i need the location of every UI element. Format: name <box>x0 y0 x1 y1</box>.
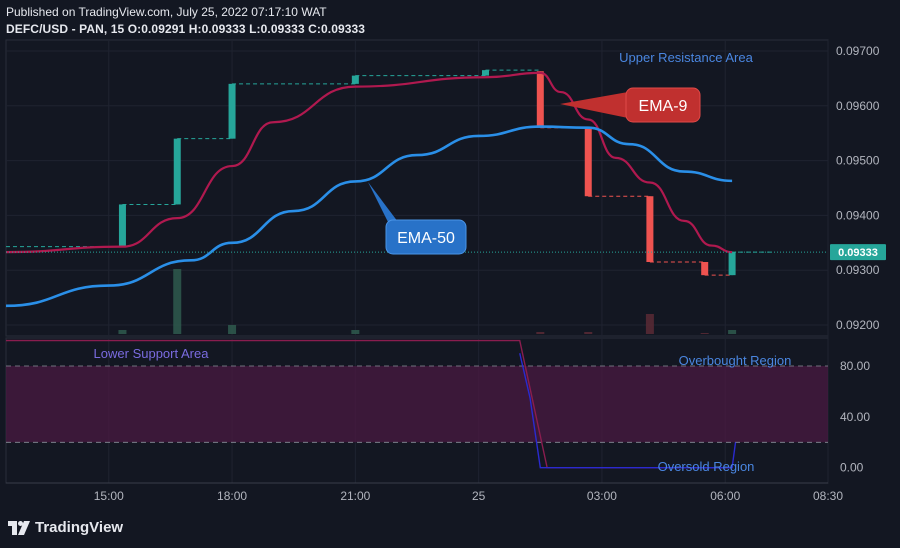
last-price-label: 0.09333 <box>838 247 878 259</box>
x-tick-label: 06:00 <box>710 489 740 503</box>
x-tick-label: 03:00 <box>587 489 617 503</box>
volume-bar <box>118 330 127 334</box>
candle-body <box>728 252 736 276</box>
tradingview-wordmark: TradingView <box>35 519 124 536</box>
y-tick-label: 0.09700 <box>836 44 880 58</box>
candle-body <box>351 75 359 84</box>
x-tick-label: 18:00 <box>217 489 247 503</box>
ema9-callout-label: EMA-9 <box>639 98 688 115</box>
y-tick-label: 0.09200 <box>836 318 880 332</box>
ema50-callout <box>385 219 467 255</box>
lower-support-label: Lower Support Area <box>94 346 210 361</box>
y-tick-label: 0.09400 <box>836 208 880 222</box>
rsi-lines <box>6 339 737 469</box>
volume-bar <box>351 330 360 334</box>
symbol-ohlc-line: DEFC/USD - PAN, 15 O:0.09291 H:0.09333 L… <box>6 22 366 36</box>
ema50-callout-pointer <box>368 182 398 222</box>
tradingview-logo-icon <box>8 520 30 535</box>
rsi-tick-label: 80.00 <box>840 359 870 373</box>
ema-lines <box>5 71 733 308</box>
last-price-badge <box>830 244 886 261</box>
ema9-line <box>5 71 733 254</box>
rsi-band <box>6 365 828 443</box>
axes: 15:00 18:00 21:00 25 03:00 06:00 08:30 0.09700 0… <box>6 44 880 503</box>
candle-body <box>646 196 654 262</box>
volume-bar <box>728 330 737 334</box>
overbought-label: Overbought Region <box>679 353 792 368</box>
y-tick-label: 0.09300 <box>836 263 880 277</box>
candle-body <box>536 71 544 128</box>
rsi-tick-label: 0.00 <box>840 461 864 475</box>
candle-body <box>173 138 181 205</box>
rsi-signal-line <box>519 353 737 469</box>
volume-bar <box>228 325 237 334</box>
volume-bar <box>700 333 709 334</box>
oversold-label: Oversold Region <box>658 459 755 474</box>
x-tick-label: 15:00 <box>94 489 124 503</box>
y-tick-label: 0.09600 <box>836 99 880 113</box>
price-pane-frame <box>5 39 829 337</box>
volume-bar <box>173 269 182 334</box>
volume-bar <box>536 332 545 334</box>
volume-bar <box>645 314 654 334</box>
upper-resistance-label: Upper Resistance Area <box>619 50 753 65</box>
volume-bar <box>584 332 593 334</box>
candle-body <box>584 127 592 197</box>
x-tick-label: 08:30 <box>813 489 843 503</box>
tradingview-brand[interactable]: TradingView <box>8 519 123 536</box>
volume-bars <box>118 269 737 334</box>
x-tick-label: 21:00 <box>340 489 370 503</box>
candles <box>118 70 736 276</box>
y-tick-label: 0.09500 <box>836 154 880 168</box>
candle-body <box>482 70 489 76</box>
ema50-callout-label: EMA-50 <box>397 230 455 247</box>
candle-body <box>118 204 126 247</box>
rsi-tick-label: 40.00 <box>840 410 870 424</box>
candle-body <box>228 83 236 139</box>
rsi-band-fill <box>6 365 828 443</box>
ema50-line <box>5 125 733 308</box>
ema9-callout <box>625 87 701 123</box>
x-tick-label: 25 <box>472 489 486 503</box>
candle-body <box>701 262 709 276</box>
ema9-callout-pointer <box>560 92 628 118</box>
published-line: Published on TradingView.com, July 25, 2… <box>6 5 327 19</box>
